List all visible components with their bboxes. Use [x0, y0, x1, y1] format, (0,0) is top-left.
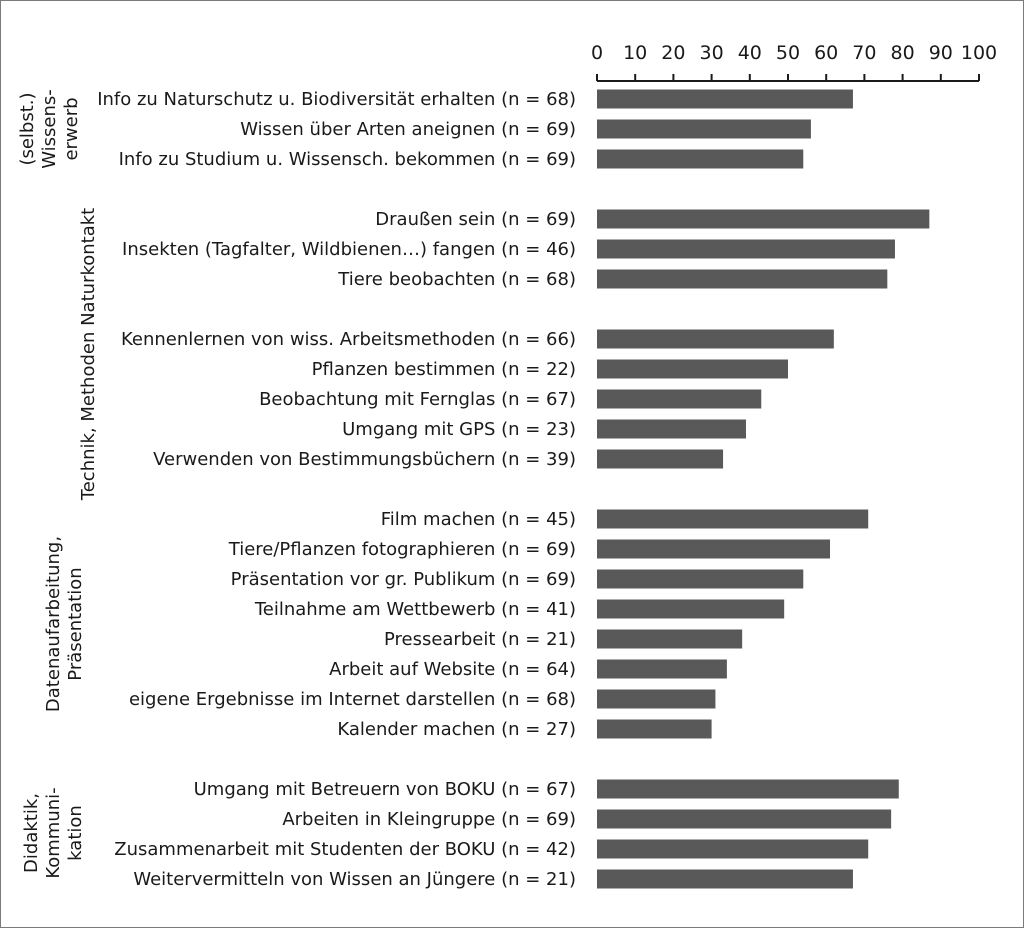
bar: [597, 89, 853, 109]
category-label: Verwenden von Bestimmungsbüchern (n = 39…: [153, 449, 576, 470]
bar: [597, 629, 743, 649]
group-label-line: Didaktik,: [21, 793, 42, 873]
category-label: Draußen sein (n = 69): [375, 209, 576, 230]
category-label: Teilnahme am Wettbewerb (n = 41): [254, 599, 576, 620]
group-label: Datenaufarbeitung,Präsentation: [43, 536, 86, 712]
bar: [597, 839, 869, 859]
group-label-line: Präsentation: [65, 567, 86, 680]
bar: [597, 539, 831, 559]
category-label: Präsentation vor gr. Publikum (n = 69): [231, 569, 576, 590]
x-tick-label: 90: [929, 42, 953, 64]
group-label: Didaktik,Kommuni-kation: [21, 787, 86, 878]
group-label-line: Wissens-: [39, 89, 60, 169]
category-label: Info zu Studium u. Wissensch. bekommen (…: [119, 149, 576, 170]
category-label: Pressearbeit (n = 21): [384, 629, 576, 650]
category-label: Arbeit auf Website (n = 64): [329, 659, 576, 680]
category-label: Tiere beobachten (n = 68): [337, 269, 576, 290]
category-label: Pflanzen bestimmen (n = 22): [312, 359, 576, 380]
bar: [597, 359, 788, 379]
category-label: Zusammenarbeit mit Studenten der BOKU (n…: [114, 839, 576, 860]
x-tick-label: 50: [776, 42, 800, 64]
bar: [597, 149, 804, 169]
category-label: Tiere/Pflanzen fotographieren (n = 69): [228, 539, 576, 560]
category-label: Umgang mit GPS (n = 23): [342, 419, 576, 440]
x-tick-label: 0: [591, 42, 603, 64]
bar: [597, 569, 804, 589]
bar: [597, 449, 724, 469]
group-label: Technik, Methoden Naturkontakt: [78, 208, 99, 501]
category-label: Kennenlernen von wiss. Arbeitsmethoden (…: [121, 329, 576, 350]
bar: [597, 689, 716, 709]
category-label: Insekten (Tagfalter, Wildbienen…) fangen…: [122, 239, 576, 260]
bar: [597, 659, 727, 679]
category-label: Wissen über Arten aneignen (n = 69): [240, 119, 576, 140]
group-label-line: Datenaufarbeitung,: [43, 536, 64, 712]
category-label: Film machen (n = 45): [381, 509, 576, 530]
bar: [597, 329, 834, 349]
category-label: Beobachtung mit Fernglas (n = 67): [259, 389, 576, 410]
category-label: Arbeiten in Kleingruppe (n = 69): [282, 809, 576, 830]
category-label: Umgang mit Betreuern von BOKU (n = 67): [194, 779, 576, 800]
bar: [597, 239, 895, 259]
category-label: eigene Ergebnisse im Internet darstellen…: [129, 689, 576, 710]
group-label: (selbst.)Wissens-erwerb: [17, 89, 82, 169]
x-tick-label: 80: [891, 42, 915, 64]
bar: [597, 509, 869, 529]
bar: [597, 719, 712, 739]
bar: [597, 419, 746, 439]
group-label-line: kation: [65, 805, 86, 861]
category-label: Info zu Naturschutz u. Biodiversität erh…: [97, 89, 576, 110]
x-tick-label: 60: [814, 42, 838, 64]
bar: [597, 869, 853, 889]
bar: [597, 209, 930, 229]
bar: [597, 119, 811, 139]
x-tick-label: 20: [661, 42, 685, 64]
group-label-line: erwerb: [61, 97, 82, 160]
group-label-line: (selbst.): [17, 92, 38, 165]
x-tick-label: 10: [623, 42, 647, 64]
x-tick-label: 40: [738, 42, 762, 64]
bar: [597, 269, 888, 289]
group-label-line: Kommuni-: [43, 787, 64, 878]
bar: [597, 599, 785, 619]
group-label-line: Technik, Methoden Naturkontakt: [78, 208, 99, 501]
bar: [597, 779, 899, 799]
x-tick-label: 100: [961, 42, 997, 64]
bar: [597, 389, 762, 409]
category-label: Weitervermitteln von Wissen an Jüngere (…: [133, 869, 576, 890]
x-tick-label: 30: [700, 42, 724, 64]
category-label: Kalender machen (n = 27): [337, 719, 576, 740]
bar: [597, 809, 892, 829]
x-tick-label: 70: [852, 42, 876, 64]
